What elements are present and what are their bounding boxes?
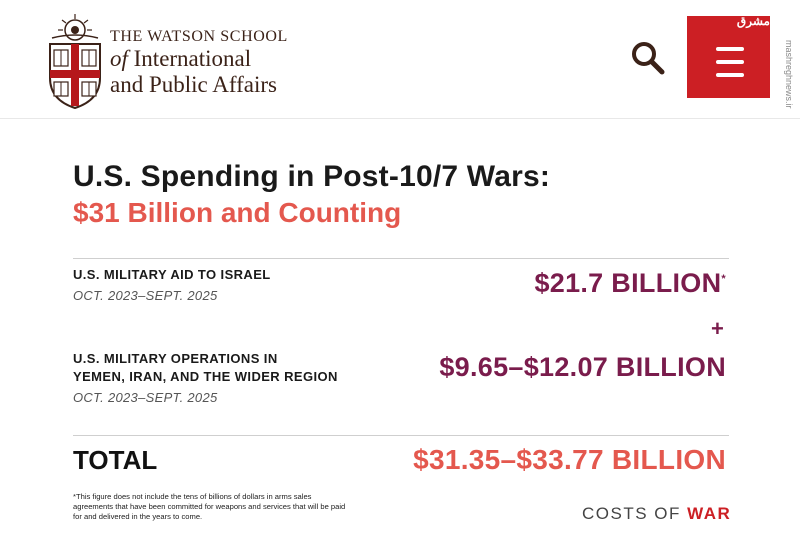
row-operations-label-line1: U.S. MILITARY OPERATIONS IN [73, 351, 278, 366]
row-operations-amount: $9.65–$12.07 BILLION [439, 352, 726, 382]
school-name-line3: and Public Affairs [110, 72, 277, 97]
hamburger-icon [716, 47, 744, 51]
hamburger-icon-bar [716, 73, 744, 77]
school-name-of: of [110, 46, 128, 71]
school-name-line1: THE WATSON SCHOOL [110, 28, 288, 45]
hamburger-icon-bar [716, 60, 744, 64]
watermark-badge: مشرق [736, 14, 770, 28]
school-name-line2: of International [110, 46, 288, 72]
row-operations-date: OCT. 2023–SEPT. 2025 [73, 390, 218, 405]
total-amount: $31.35–$33.77 BILLION [413, 444, 726, 475]
costs-of-war-brand-part1: COSTS OF [582, 504, 681, 523]
row-israel-label: U.S. MILITARY AID TO ISRAEL [73, 267, 271, 282]
row-israel-amount-value: $21.7 BILLION [534, 268, 722, 298]
watermark-url: mashreghnews.ir [784, 40, 794, 109]
watson-school-shield-logo[interactable] [44, 12, 106, 112]
footnote-marker: * [721, 273, 726, 285]
header-divider [0, 118, 800, 119]
plus-sign: + [711, 316, 724, 341]
total-label: TOTAL [73, 445, 158, 475]
card-title: U.S. Spending in Post-10/7 Wars: [73, 160, 551, 193]
card-subtitle: $31 Billion and Counting [73, 197, 402, 228]
footnote: *This figure does not include the tens o… [73, 492, 346, 521]
row-israel-amount: $21.7 BILLION* [534, 268, 726, 299]
row-operations-label-line2: YEMEN, IRAN, AND THE WIDER REGION [73, 369, 338, 384]
row-israel-date: OCT. 2023–SEPT. 2025 [73, 288, 218, 303]
school-name-international: International [133, 46, 252, 71]
site-header: THE WATSON SCHOOL of International and P… [0, 0, 800, 118]
search-icon[interactable] [628, 38, 668, 78]
divider-top [73, 258, 729, 259]
divider-bottom [73, 435, 729, 436]
costs-of-war-brand-part2: WAR [687, 504, 732, 523]
costs-of-war-brand[interactable]: COSTS OF WAR [582, 504, 731, 524]
menu-button[interactable] [687, 16, 770, 98]
row-operations-label: U.S. MILITARY OPERATIONS IN YEMEN, IRAN,… [73, 350, 338, 386]
school-name[interactable]: THE WATSON SCHOOL of International and P… [110, 28, 288, 98]
